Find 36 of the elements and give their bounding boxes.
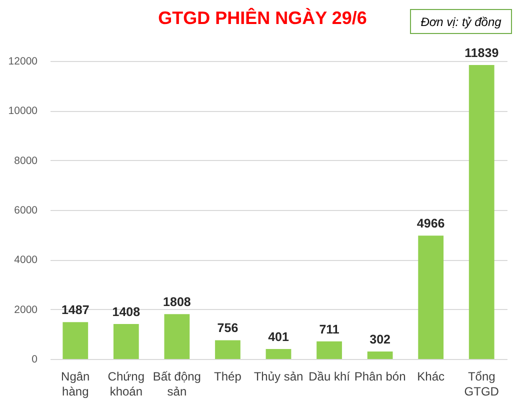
bar [266,349,292,359]
x-tick-label: Thép [214,370,242,384]
y-tick-label: 6000 [14,204,38,216]
x-tick-label: Ngân hàng [61,370,90,398]
x-tick-label: Phân bón [354,370,406,384]
data-label: 1408 [112,305,140,320]
bar [62,322,88,359]
x-tick-label: Thủy sản [254,370,304,384]
data-label: 756 [217,321,238,336]
bar [316,341,342,359]
x-tick-label: Khác [417,370,445,384]
x-tick-label: Chứng khoán [108,370,145,398]
x-tick-label: Dầu khí [308,370,351,384]
y-tick-label: 2000 [14,304,38,316]
data-label: 4966 [416,216,445,231]
y-tick-label: 8000 [14,154,38,167]
y-tick-label: 10000 [8,105,38,118]
x-tick-label: Tổng GTGD [464,370,500,398]
y-tick-label: 4000 [14,254,38,266]
data-label: 1487 [61,303,90,318]
bar [113,324,139,359]
y-tick-label: 12000 [8,56,38,68]
data-label: 1808 [163,295,191,310]
y-tick-label: 0 [32,354,38,366]
bar [418,236,444,359]
x-tick-label: Bất động sản [152,370,201,398]
chart-title: GTGD PHIÊN NGÀY 29/6 [158,7,367,28]
note-frame: Đơn vị: tỷ đồng [410,9,512,34]
data-label: 401 [268,330,289,344]
data-label: 11839 [464,46,499,60]
bar [367,352,393,359]
bar [468,65,494,359]
data-label: 302 [370,332,391,346]
bar [215,340,240,359]
data-label: 711 [319,322,340,336]
bar [164,314,190,359]
